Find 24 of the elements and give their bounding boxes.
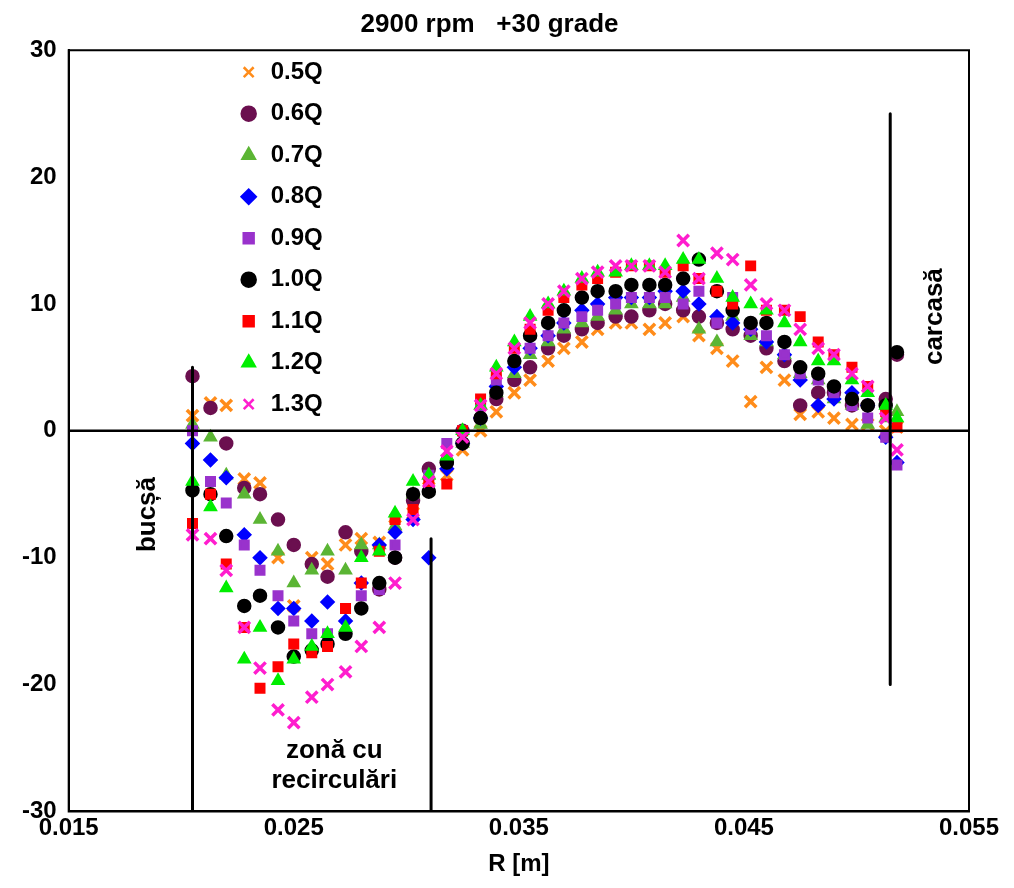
x-tick-label: 0.025 bbox=[263, 813, 324, 841]
y-tick-label: 10 bbox=[29, 288, 57, 316]
y-tick-label: 30 bbox=[29, 34, 57, 62]
legend-label: 1.3Q bbox=[270, 388, 323, 416]
annotation: zonă cu recirculări bbox=[271, 733, 398, 794]
legend-label: 0.6Q bbox=[270, 98, 323, 126]
legend-label: 1.0Q bbox=[270, 264, 323, 292]
x-tick-label: 0.045 bbox=[713, 813, 774, 841]
y-tick-label: 20 bbox=[29, 161, 57, 189]
x-axis-title: R [m] bbox=[488, 849, 550, 877]
legend-label: 1.2Q bbox=[270, 347, 323, 375]
legend-label: 0.9Q bbox=[270, 222, 323, 250]
legend-label: 0.5Q bbox=[270, 56, 323, 84]
x-tick-label: 0.055 bbox=[938, 813, 1000, 841]
y-tick-label: -20 bbox=[22, 669, 57, 697]
legend-label: 0.8Q bbox=[270, 181, 323, 209]
annotation: bucșă bbox=[131, 476, 162, 553]
annotation: carcasă bbox=[917, 267, 948, 366]
x-tick-label: 0.035 bbox=[488, 813, 549, 841]
chart-title: 2900 rpm +30 grade bbox=[360, 7, 619, 38]
legend-label: 1.1Q bbox=[270, 305, 323, 333]
legend-label: 0.7Q bbox=[270, 139, 323, 167]
y-tick-label: 0 bbox=[43, 415, 57, 443]
y-tick-label: -10 bbox=[22, 542, 57, 570]
